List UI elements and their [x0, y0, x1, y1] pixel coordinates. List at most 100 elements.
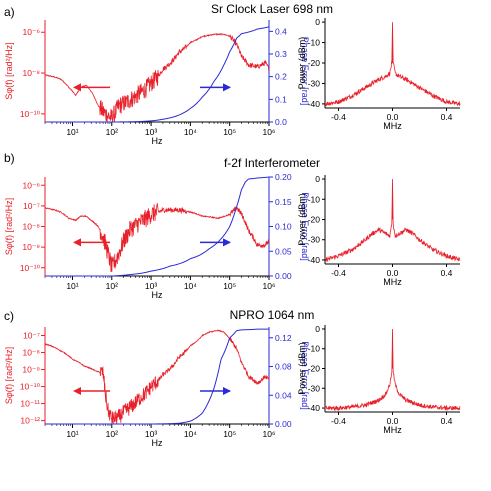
x-axis-label: Hz	[152, 136, 163, 146]
spectrum-inset: 0 -10 -20 -30 -40 -0.4 0.0 0.4 MHz Power (dBm)	[297, 17, 461, 131]
spectrum-y-tick-label: -10	[308, 344, 321, 354]
x-tick-label: 10⁵	[223, 429, 236, 439]
left-y-tick-label: 10⁻⁸	[22, 348, 40, 358]
panel-label: a)	[4, 5, 15, 19]
panel-a: a) Sr Clock Laser 698 nm 10¹ 10² 10³ 10⁴ 10⁵ 10…	[4, 2, 461, 146]
x-tick-label: 10⁵	[223, 127, 236, 137]
right-y-tick-label: 0.20	[275, 172, 292, 182]
x-tick-label: 10⁴	[184, 281, 197, 291]
right-y-tick-label: 0.00	[275, 419, 292, 429]
chart-title: f-2f Interferometer	[224, 156, 320, 170]
panel-c: c) NPRO 1064 nm 10¹ 10² 10³ 10⁴ 10⁵ 10⁶ Hz 10⁻¹² 1…	[4, 308, 461, 448]
x-tick-label: 10⁵	[223, 281, 236, 291]
spectrum-x-tick-label: -0.4	[331, 268, 346, 278]
right-y-tick-label: 0.12	[275, 333, 292, 343]
noise-psd-line	[44, 203, 270, 272]
x-tick-label: 10⁴	[184, 127, 197, 137]
phase-error-line	[45, 26, 270, 123]
panel-label: b)	[4, 151, 15, 165]
left-y-axis-label: Sφ(f) [rad²/Hz]	[4, 347, 14, 404]
left-y-tick-label: 10⁻⁷	[23, 331, 40, 341]
x-tick-label: 10⁶	[263, 127, 276, 137]
x-tick-label: 10⁶	[263, 429, 276, 439]
spectrum-y-tick-label: -30	[308, 383, 321, 393]
spectrum-inset: 0 -10 -20 -30 -40 -0.4 0.0 0.4 MHz Power (dBm)	[297, 324, 461, 435]
right-y-axis-label: Phase Error [rad]	[300, 37, 310, 106]
spectrum-line	[324, 328, 461, 412]
left-y-tick-label: 10⁻⁶	[23, 27, 40, 37]
right-y-tick-label: 0.08	[275, 362, 292, 372]
right-y-tick-label: 0.4	[275, 26, 287, 36]
spectrum-y-tick-label: -20	[308, 58, 321, 68]
spectrum-y-tick-label: -40	[308, 403, 321, 413]
right-y-tick-label: 0.00	[275, 271, 292, 281]
spectrum-x-tick-label: 0.0	[387, 416, 399, 426]
left-y-tick-label: 10⁻⁶	[23, 180, 40, 190]
left-y-tick-label: 10⁻¹⁰	[20, 109, 41, 119]
spectrum-line	[324, 179, 461, 263]
x-axis-label: Hz	[152, 438, 163, 448]
spectrum-y-axis-label: Power (dBm)	[297, 193, 307, 246]
x-tick-label: 10³	[145, 429, 157, 439]
spectrum-y-tick-label: -10	[308, 38, 321, 48]
chart-title: NPRO 1064 nm	[230, 308, 315, 322]
spectrum-y-tick-label: -40	[308, 255, 321, 265]
spectrum-y-tick-label: -30	[308, 235, 321, 245]
x-tick-label: 10²	[106, 127, 118, 137]
right-y-tick-label: 0.1	[275, 94, 287, 104]
right-y-tick-label: 0.04	[275, 390, 292, 400]
spectrum-x-axis-label: MHz	[383, 121, 402, 131]
left-y-tick-label: 10⁻⁸	[22, 68, 40, 78]
spectrum-y-tick-label: 0	[315, 324, 320, 334]
spectrum-x-tick-label: 0.4	[441, 112, 453, 122]
spectrum-x-tick-label: 0.0	[387, 268, 399, 278]
x-tick-label: 10²	[106, 281, 118, 291]
spectrum-y-tick-label: -20	[308, 215, 321, 225]
right-y-tick-label: 0.2	[275, 72, 287, 82]
right-y-tick-label: 0.05	[275, 246, 292, 256]
spectrum-x-axis-label: MHz	[383, 277, 402, 287]
panel-label: c)	[4, 309, 14, 323]
spectrum-x-tick-label: 0.4	[441, 268, 453, 278]
spectrum-x-axis-label: MHz	[383, 425, 402, 435]
noise-psd-line	[44, 32, 270, 123]
spectrum-y-tick-label: -40	[308, 99, 321, 109]
phase-error-line	[45, 328, 269, 425]
spectrum-y-axis-label: Power (dBm)	[297, 342, 307, 395]
left-y-axis-label: Sφ(f) [rad²/Hz]	[4, 42, 14, 99]
x-tick-label: 10²	[106, 429, 118, 439]
left-y-tick-label: 10⁻¹⁰	[20, 263, 41, 273]
spectrum-y-tick-label: -10	[308, 194, 321, 204]
spectrum-y-tick-label: -30	[308, 78, 321, 88]
x-tick-label: 10¹	[66, 281, 78, 291]
left-y-tick-label: 10⁻⁷	[23, 201, 40, 211]
spectrum-y-tick-label: 0	[315, 17, 320, 27]
x-tick-label: 10³	[145, 127, 157, 137]
noise-psd-line	[44, 329, 270, 425]
left-y-tick-label: 10⁻⁹	[22, 365, 40, 375]
x-tick-label: 10⁴	[184, 429, 197, 439]
left-y-tick-label: 10⁻¹²	[20, 416, 40, 426]
left-y-tick-label: 10⁻¹⁰	[20, 382, 41, 392]
x-tick-label: 10⁶	[263, 281, 276, 291]
spectrum-y-tick-label: 0	[315, 174, 320, 184]
spectrum-y-tick-label: -20	[308, 364, 321, 374]
spectrum-line	[324, 22, 461, 107]
spectrum-x-tick-label: 0.0	[387, 112, 399, 122]
spectrum-x-tick-label: 0.4	[441, 416, 453, 426]
left-y-tick-label: 10⁻¹¹	[20, 399, 40, 409]
spectrum-inset: 0 -10 -20 -30 -40 -0.4 0.0 0.4 MHz Power (dBm)	[297, 174, 461, 287]
phase-error-line	[45, 176, 270, 277]
x-tick-label: 10¹	[66, 429, 78, 439]
spectrum-x-tick-label: -0.4	[331, 416, 346, 426]
right-y-axis-label: Phase Error [rad]	[300, 341, 310, 410]
right-y-axis-label: Phase Error [rad]	[300, 192, 310, 261]
right-y-tick-label: 0.15	[275, 197, 292, 207]
x-axis-label: Hz	[152, 290, 163, 300]
right-y-tick-label: 0.3	[275, 49, 287, 59]
left-y-tick-label: 10⁻⁸	[22, 222, 40, 232]
chart-title: Sr Clock Laser 698 nm	[211, 2, 333, 16]
spectrum-x-tick-label: -0.4	[331, 112, 346, 122]
left-y-axis-label: Sφ(f) [rad²/Hz]	[4, 198, 14, 255]
